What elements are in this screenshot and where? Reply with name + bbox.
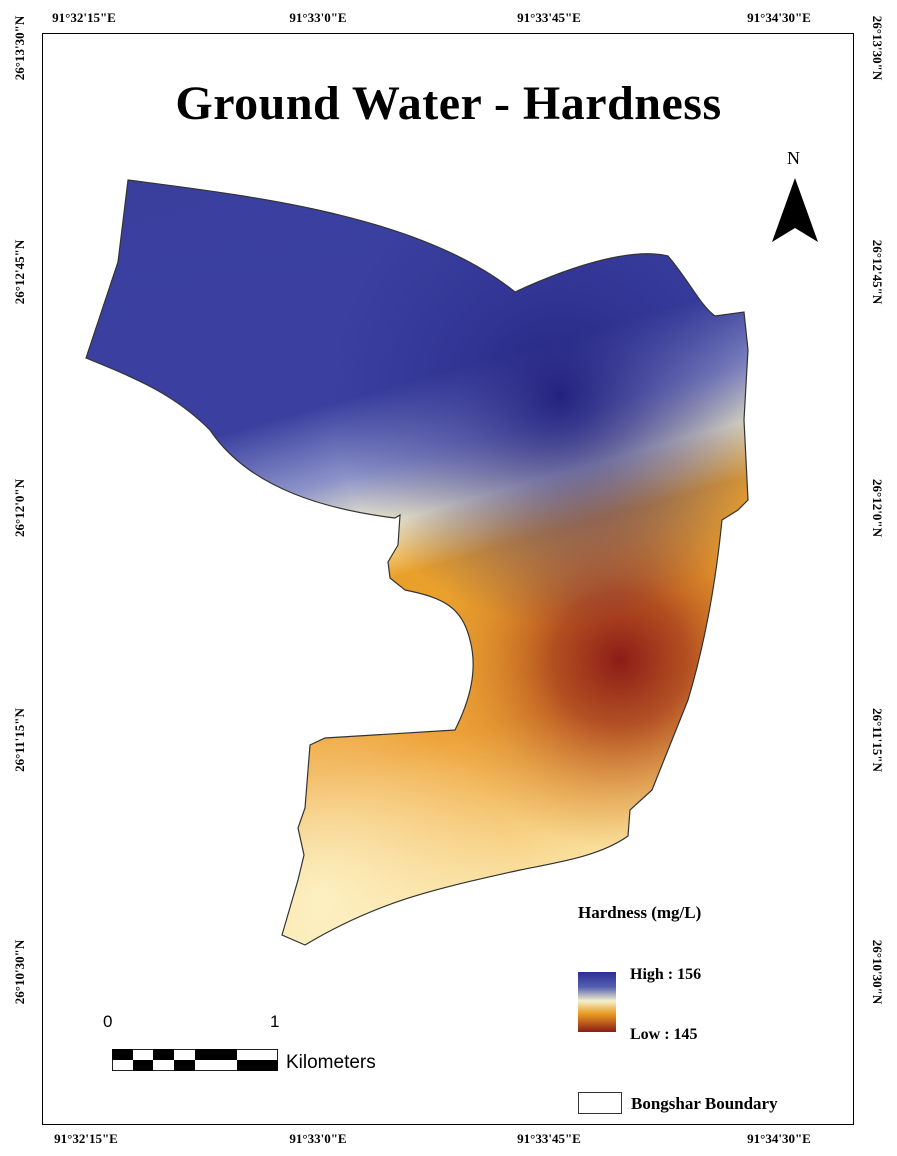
north-arrow-icon	[772, 178, 818, 242]
north-label: N	[787, 148, 800, 168]
lon-tick-bottom-2: 91°33'0"E	[289, 1131, 347, 1146]
map-title: Ground Water - Hardness	[175, 77, 722, 130]
boundary-label: Bongshar Boundary	[631, 1094, 778, 1113]
lon-tick-bottom-3: 91°33'45"E	[517, 1131, 581, 1146]
scale-unit-label: Kilometers	[286, 1052, 376, 1073]
scale-start-label: 0	[103, 1012, 113, 1031]
legend-low-label: Low : 145	[630, 1026, 698, 1043]
lon-tick-bottom-1: 91°32'15"E	[54, 1131, 118, 1146]
legend-high-label: High : 156	[630, 966, 702, 983]
map-frame	[42, 33, 854, 1125]
legend-color-ramp	[578, 972, 616, 1032]
lon-tick-top-4: 91°34'30"E	[747, 10, 811, 25]
scale-end-label: 1	[270, 1012, 280, 1031]
legend-title: Hardness (mg/L)	[578, 903, 702, 922]
lon-tick-bottom-4: 91°34'30"E	[747, 1131, 811, 1146]
scale-bar	[112, 1049, 278, 1071]
lon-tick-top-1: 91°32'15"E	[52, 10, 116, 25]
lon-tick-top-3: 91°33'45"E	[517, 10, 581, 25]
lon-tick-top-2: 91°33'0"E	[289, 10, 347, 25]
boundary-swatch	[578, 1092, 622, 1114]
